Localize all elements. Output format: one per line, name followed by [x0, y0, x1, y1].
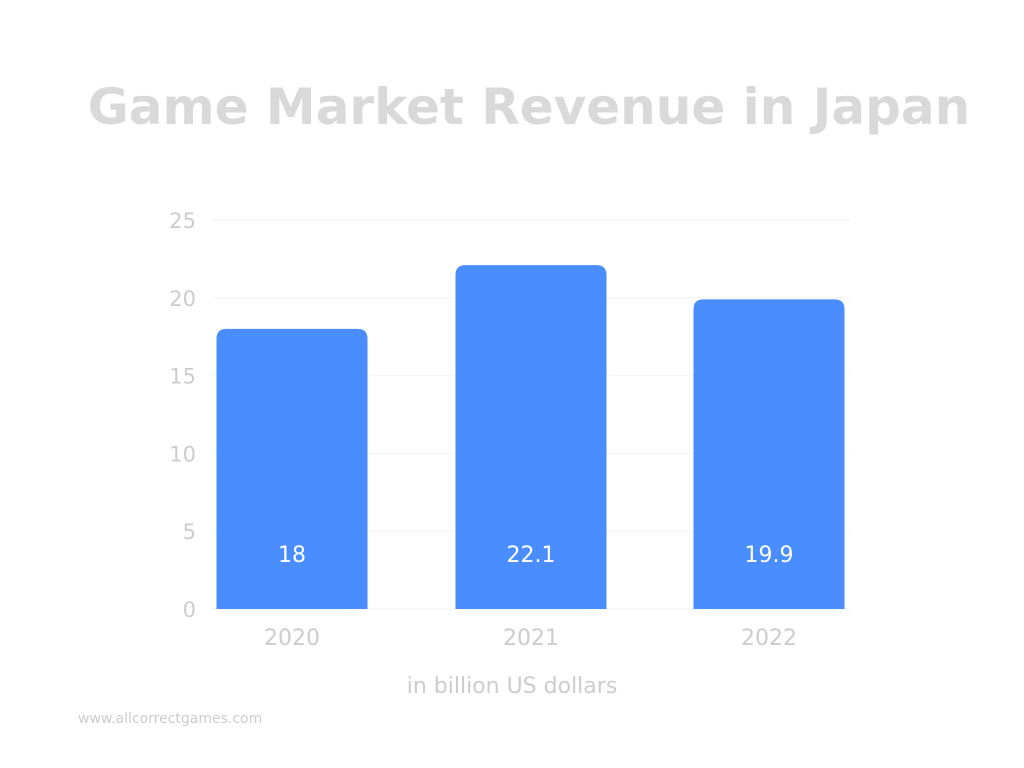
- y-tick-label: 5: [183, 520, 196, 544]
- chart-title: Game Market Revenue in Japan: [87, 78, 971, 136]
- bar: [693, 299, 845, 609]
- y-tick-label: 0: [183, 598, 196, 622]
- x-axis-title: in billion US dollars: [406, 674, 618, 699]
- y-tick-label: 15: [169, 365, 196, 389]
- website-watermark: www.allcorrectgames.com: [78, 711, 263, 727]
- x-tick-label: 2021: [503, 626, 559, 651]
- data-label: 19.9: [745, 543, 794, 568]
- bar: [216, 328, 368, 609]
- y-tick-label: 10: [169, 442, 196, 466]
- y-tick-label: 25: [169, 209, 196, 233]
- data-label: 22.1: [507, 543, 556, 568]
- x-tick-label: 2022: [741, 626, 797, 651]
- data-label: 18: [278, 543, 306, 568]
- bar: [455, 265, 607, 609]
- x-tick-label: 2020: [264, 626, 320, 651]
- y-tick-label: 20: [169, 287, 196, 311]
